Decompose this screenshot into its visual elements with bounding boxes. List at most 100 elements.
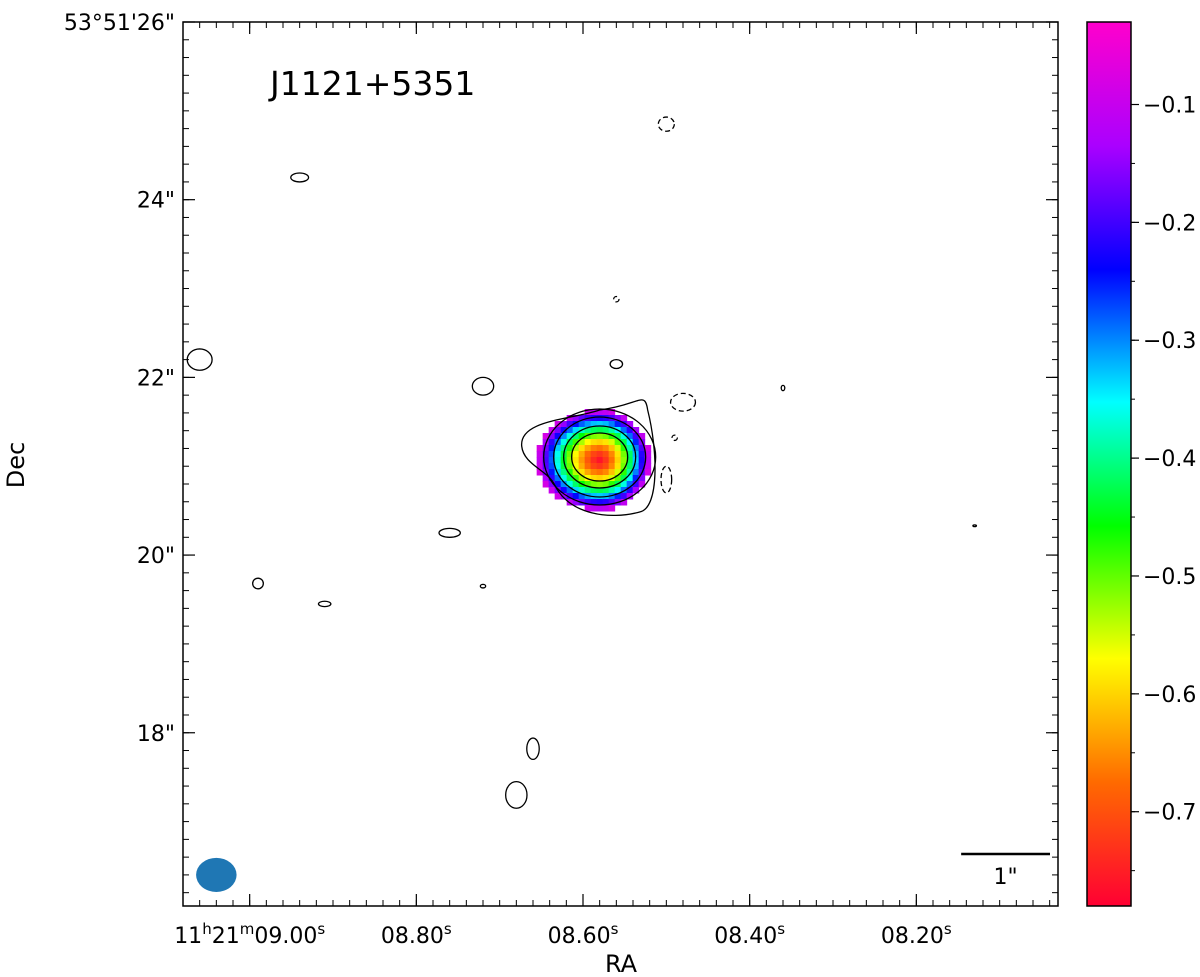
core-pixel	[554, 433, 562, 440]
core-pixel	[554, 469, 562, 476]
positive-contour	[317, 600, 332, 608]
core-pixel	[620, 463, 628, 470]
core-pixel	[602, 457, 610, 464]
core-pixel	[590, 487, 598, 494]
negative-contour	[613, 295, 620, 303]
source-label: J1121+5351	[268, 64, 475, 103]
core-pixel	[560, 469, 568, 476]
core-pixel	[644, 469, 652, 476]
core-pixel	[608, 445, 616, 452]
x-tick-label: 08.40s	[714, 920, 785, 949]
core-pixel	[566, 445, 574, 452]
core-pixel	[602, 445, 610, 452]
colorbar-tick-label: −0.3	[1143, 329, 1196, 354]
negative-contour	[669, 392, 697, 412]
core-pixel	[626, 469, 634, 476]
core-pixel	[608, 457, 616, 464]
core-pixel	[596, 439, 604, 446]
core-pixel	[584, 457, 592, 464]
core-pixel	[644, 463, 652, 470]
positive-contour	[252, 577, 264, 590]
x-tick-label: 08.60s	[548, 920, 619, 949]
core-pixel	[620, 457, 628, 464]
core-pixel	[596, 433, 604, 440]
core-pixel	[614, 457, 622, 464]
core-pixel	[560, 493, 568, 500]
core-pixel	[554, 475, 562, 482]
core-pixel	[632, 433, 640, 440]
core-pixel	[584, 499, 592, 506]
core-pixel	[584, 433, 592, 440]
core-contour	[553, 416, 647, 498]
core-pixel	[614, 475, 622, 482]
core-pixel	[554, 463, 562, 470]
core-pixel	[626, 481, 634, 488]
y-tick-label: 20"	[137, 544, 175, 569]
core-pixel	[584, 487, 592, 494]
core-pixel	[560, 487, 568, 494]
core-pixel	[548, 475, 556, 482]
core-pixel	[566, 481, 574, 488]
y-axis-ticks: 53°51'26" 24" 22" 20" 18"	[64, 11, 1058, 894]
core-pixel	[590, 439, 598, 446]
x-tick-label: 08.80s	[381, 920, 452, 949]
positive-contour	[972, 524, 978, 528]
core-pixel	[602, 475, 610, 482]
core-pixel	[596, 421, 604, 428]
y-tick-label: 53°51'26"	[64, 11, 175, 36]
core-pixel	[608, 427, 616, 434]
core-pixel	[572, 499, 580, 506]
core-pixel	[584, 439, 592, 446]
core-pixel	[554, 439, 562, 446]
core-pixel	[542, 433, 550, 440]
core-pixel	[578, 475, 586, 482]
core-pixel	[560, 463, 568, 470]
core-pixel	[614, 445, 622, 452]
core-pixel	[578, 463, 586, 470]
core-pixel	[626, 421, 634, 428]
negative-contour	[657, 116, 675, 132]
core-pixel	[620, 493, 628, 500]
core-pixel	[572, 439, 580, 446]
x-axis-ticks: 11h21m09.00s 08.80s 08.60s 08.40s 08.20s	[174, 22, 1051, 949]
core-pixel	[626, 457, 634, 464]
core-pixel	[620, 475, 628, 482]
core-pixel	[536, 451, 544, 458]
core-pixel	[638, 445, 646, 452]
core-pixel	[620, 469, 628, 476]
colorbar-tick-label: −0.5	[1143, 565, 1196, 590]
core-pixel	[566, 487, 574, 494]
core-pixel	[566, 439, 574, 446]
core-contour	[571, 432, 629, 482]
core-pixel	[596, 451, 604, 458]
core-contour	[543, 408, 657, 506]
core-pixel	[554, 445, 562, 452]
core-pixel	[554, 457, 562, 464]
core-pixel	[608, 439, 616, 446]
core-pixel	[620, 487, 628, 494]
core-pixel	[548, 463, 556, 470]
core-contour	[563, 425, 637, 489]
core-pixel	[542, 475, 550, 482]
positive-contour	[186, 348, 213, 371]
core-pixel	[572, 475, 580, 482]
core-pixel	[596, 457, 604, 464]
core-pixel	[644, 457, 652, 464]
core-outer-contour	[521, 399, 656, 517]
core-pixel	[560, 427, 568, 434]
positive-contour	[526, 737, 540, 761]
core-pixel	[566, 463, 574, 470]
core-pixel	[584, 409, 592, 416]
core-pixel	[542, 481, 550, 488]
core-pixel	[590, 415, 598, 422]
core-pixel	[608, 421, 616, 428]
core-pixel	[542, 445, 550, 452]
core-pixel	[560, 421, 568, 428]
core-pixel	[602, 499, 610, 506]
core-pixel	[614, 415, 622, 422]
core-pixel	[584, 505, 592, 512]
core-pixel	[572, 457, 580, 464]
core-pixel	[608, 409, 616, 416]
core-pixel	[638, 481, 646, 488]
